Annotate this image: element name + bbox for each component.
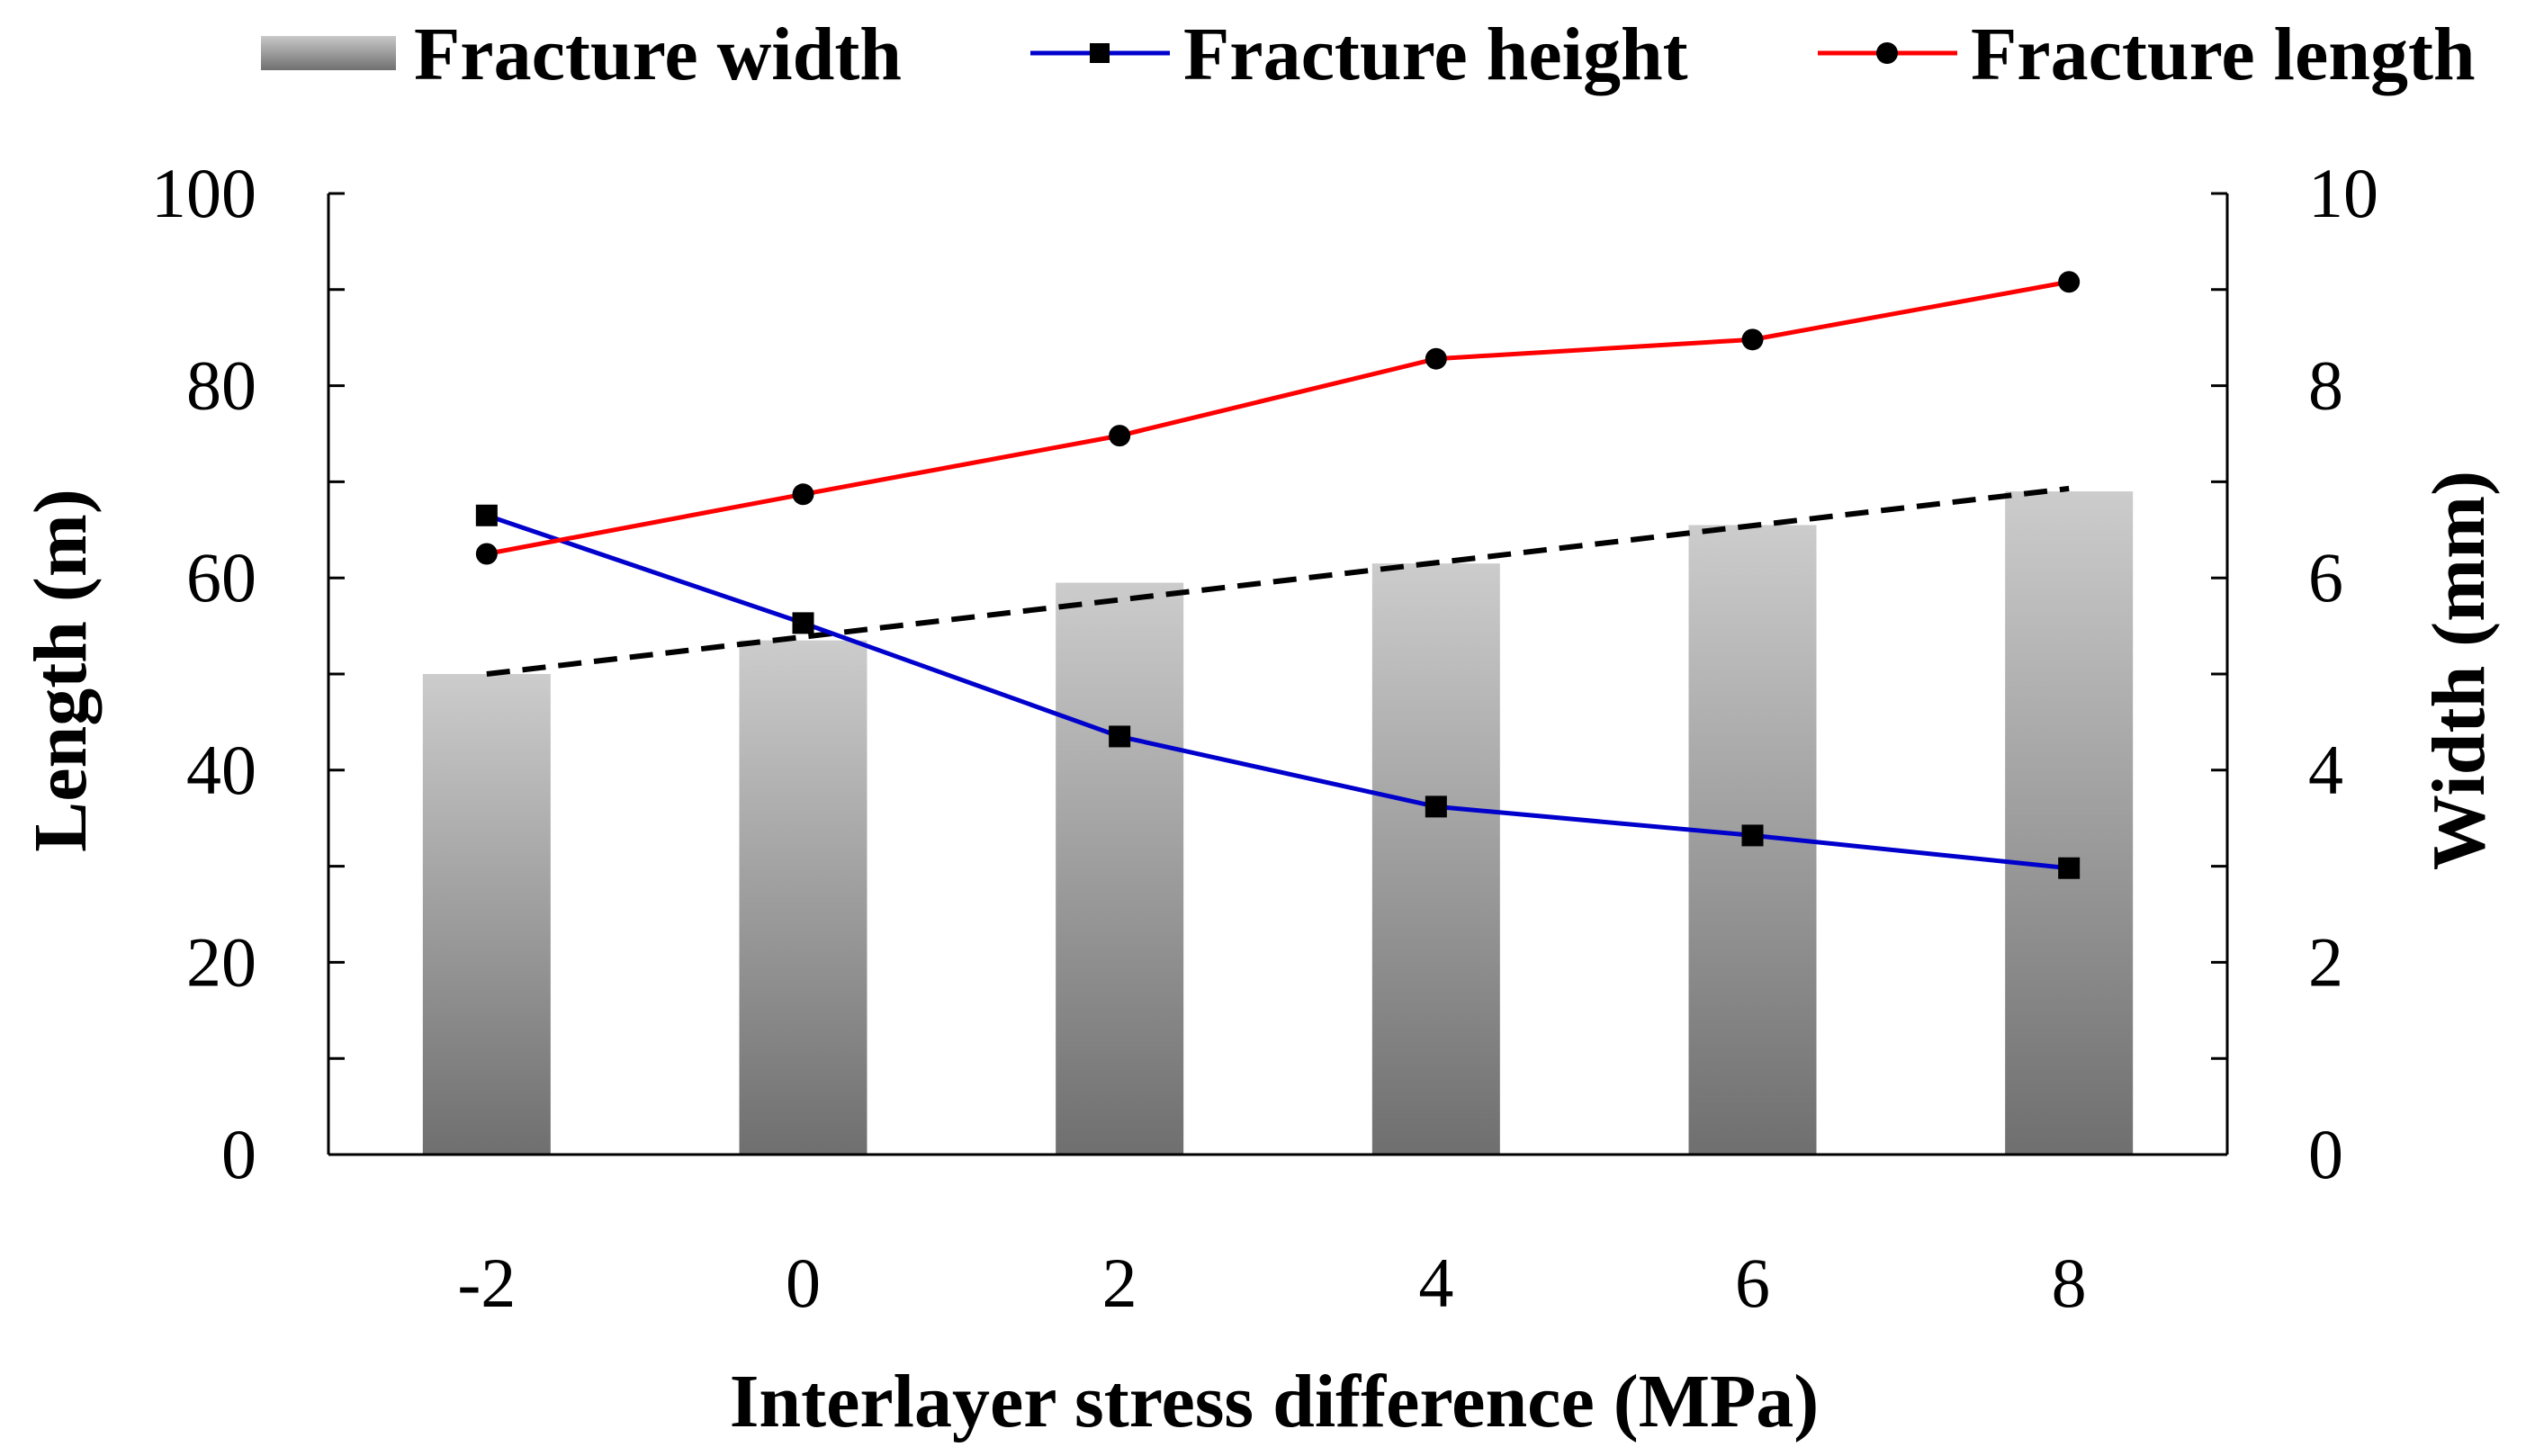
trendline-fracture-width <box>486 485 2070 677</box>
x-tick-label: 6 <box>1735 1244 1770 1322</box>
y-tick-label-left: 100 <box>151 154 256 232</box>
point-fracture-length <box>1741 328 1764 351</box>
point-fracture-height <box>1741 824 1764 847</box>
point-fracture-length <box>475 543 498 565</box>
legend-label-height: Fracture height <box>1183 13 1688 96</box>
point-fracture-length <box>1425 347 1447 370</box>
plot-area: 0 20 40 60 80 100 0 2 4 6 8 10 -2 0 2 4 6 8 <box>151 154 2378 1322</box>
y-tick-label-left: 80 <box>186 346 256 425</box>
point-fracture-length <box>792 483 814 506</box>
y-tick-label-right: 2 <box>2308 922 2343 1001</box>
y-axis-right-title: Width (mm) <box>2417 471 2501 870</box>
legend-label-length: Fracture length <box>1971 13 2476 96</box>
point-fracture-height <box>2058 857 2081 879</box>
x-tick-label: 8 <box>2052 1244 2087 1322</box>
bar-fracture-width <box>422 674 551 1155</box>
point-fracture-height <box>1109 725 1131 748</box>
legend-swatch-height-marker <box>1090 43 1110 63</box>
line-fracture-height <box>486 513 2070 871</box>
x-tick-label: -2 <box>457 1244 516 1322</box>
y-tick-label-right: 4 <box>2308 731 2343 809</box>
point-fracture-height <box>475 504 498 526</box>
bar-fracture-width <box>1371 563 1500 1155</box>
bar-fracture-width <box>1056 582 1184 1155</box>
point-fracture-height <box>792 612 814 634</box>
legend-swatch-width <box>261 36 396 70</box>
point-fracture-length <box>2058 271 2081 293</box>
y-tick-label-left: 60 <box>186 538 256 616</box>
y-tick-label-left: 40 <box>186 731 256 809</box>
y-tick-label-left: 20 <box>186 922 256 1001</box>
y-axis-left-title: Length (m) <box>19 489 103 852</box>
point-fracture-height <box>1425 795 1447 818</box>
legend-label-width: Fracture width <box>414 13 902 96</box>
legend: Fracture width Fracture height Fracture … <box>261 13 2476 96</box>
legend-swatch-length-marker <box>1876 42 1898 64</box>
x-axis-title: Interlayer stress difference (MPa) <box>730 1360 1820 1443</box>
x-tick-label: 0 <box>786 1244 821 1322</box>
x-tick-label: 4 <box>1418 1244 1453 1322</box>
x-tick-label: 2 <box>1102 1244 1137 1322</box>
bar-fracture-width <box>2005 491 2134 1155</box>
y-tick-label-right: 10 <box>2308 154 2378 232</box>
y-tick-label-left: 0 <box>221 1115 256 1193</box>
line-fracture-length <box>486 279 2070 556</box>
bar-fracture-width <box>739 640 867 1155</box>
point-fracture-length <box>1109 425 1131 447</box>
y-tick-label-right: 8 <box>2308 346 2343 425</box>
y-tick-label-right: 0 <box>2308 1115 2343 1193</box>
y-tick-label-right: 6 <box>2308 538 2343 616</box>
